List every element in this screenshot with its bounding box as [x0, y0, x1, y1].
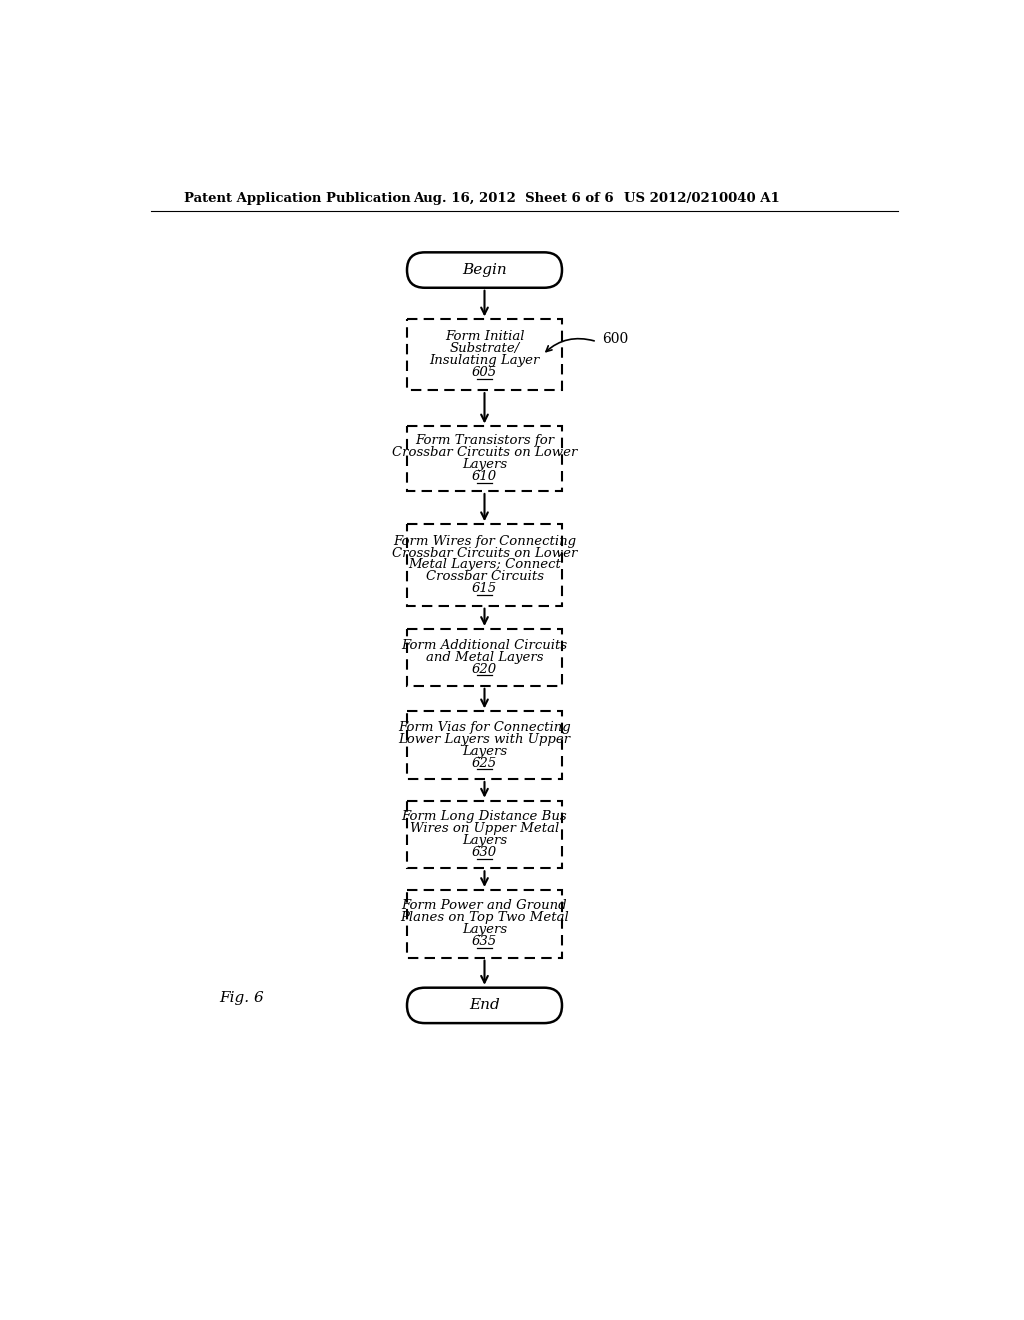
Text: Planes on Top Two Metal: Planes on Top Two Metal: [400, 911, 569, 924]
Text: Patent Application Publication: Patent Application Publication: [183, 191, 411, 205]
Text: Crossbar Circuits on Lower: Crossbar Circuits on Lower: [392, 446, 578, 459]
Bar: [407, 800, 562, 869]
Bar: [407, 628, 562, 686]
Bar: [407, 711, 562, 779]
Bar: [407, 319, 562, 391]
Text: Form Long Distance Bus: Form Long Distance Bus: [401, 810, 567, 824]
Text: 605: 605: [472, 366, 497, 379]
Text: 630: 630: [472, 846, 497, 859]
Text: 600: 600: [602, 333, 629, 346]
Text: Form Power and Ground: Form Power and Ground: [401, 899, 567, 912]
Bar: [407, 524, 562, 606]
Text: Insulating Layer: Insulating Layer: [429, 354, 540, 367]
Text: 615: 615: [472, 582, 497, 595]
Text: Layers: Layers: [462, 744, 507, 758]
FancyBboxPatch shape: [407, 987, 562, 1023]
Text: Begin: Begin: [462, 263, 507, 277]
Text: Layers: Layers: [462, 834, 507, 847]
Text: Form Vias for Connecting: Form Vias for Connecting: [398, 721, 570, 734]
Text: Lower Layers with Upper: Lower Layers with Upper: [398, 733, 570, 746]
Text: Form Transistors for: Form Transistors for: [415, 434, 554, 447]
Text: Substrate/: Substrate/: [450, 342, 519, 355]
Text: End: End: [469, 998, 500, 1012]
Text: Form Initial: Form Initial: [444, 330, 524, 343]
Text: 635: 635: [472, 935, 497, 948]
Text: Layers: Layers: [462, 458, 507, 471]
Text: and Metal Layers: and Metal Layers: [426, 651, 544, 664]
Text: Aug. 16, 2012  Sheet 6 of 6: Aug. 16, 2012 Sheet 6 of 6: [414, 191, 613, 205]
Text: Fig. 6: Fig. 6: [219, 991, 264, 1005]
Bar: [407, 890, 562, 958]
Text: Form Wires for Connecting: Form Wires for Connecting: [393, 535, 577, 548]
FancyBboxPatch shape: [407, 252, 562, 288]
Text: Form Additional Circuits: Form Additional Circuits: [401, 639, 567, 652]
Text: Layers: Layers: [462, 923, 507, 936]
Text: Metal Layers; Connect: Metal Layers; Connect: [408, 558, 561, 572]
Text: Crossbar Circuits: Crossbar Circuits: [426, 570, 544, 583]
Text: 620: 620: [472, 663, 497, 676]
Text: Crossbar Circuits on Lower: Crossbar Circuits on Lower: [392, 546, 578, 560]
Text: 625: 625: [472, 756, 497, 770]
Text: US 2012/0210040 A1: US 2012/0210040 A1: [624, 191, 779, 205]
Text: 610: 610: [472, 470, 497, 483]
Bar: [407, 426, 562, 491]
Text: Wires on Upper Metal: Wires on Upper Metal: [410, 822, 559, 836]
